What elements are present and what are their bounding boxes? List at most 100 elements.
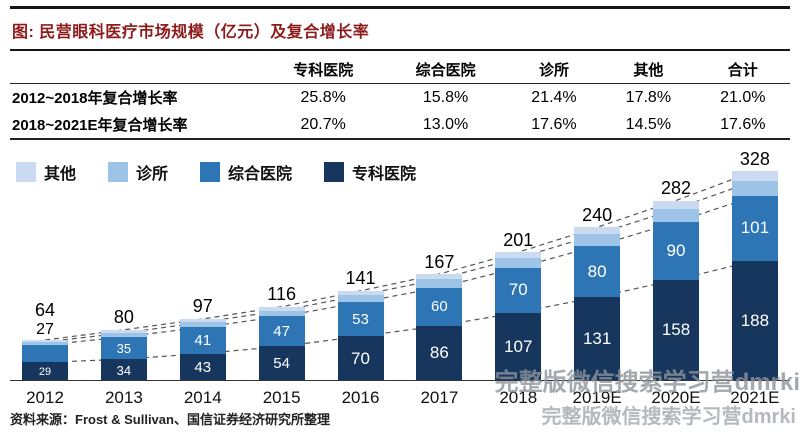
bar-column: 64 27 29 2012: [16, 166, 74, 407]
dashed-trendline: [44, 170, 756, 341]
x-axis-label: 2015: [262, 388, 301, 407]
bar-segment: 34: [100, 359, 147, 381]
bar-total-label: 167: [424, 251, 455, 272]
bar-value-labels: 201: [503, 229, 534, 250]
bar-total-label: 116: [267, 284, 296, 305]
table-cell: 21.0%: [720, 88, 766, 106]
table-row-cagr-2012-2018: 2012~2018年复合增长率 25.8% 15.8% 21.4% 17.8% …: [10, 84, 790, 112]
bar-column: 116 47 54 2015: [253, 166, 311, 407]
bar-segment: [337, 295, 384, 303]
bar-segment: [653, 208, 699, 223]
bar-segment: 29: [22, 362, 68, 381]
table-cell: 17.6%: [531, 115, 577, 133]
col-header-total: 合计: [727, 62, 758, 79]
legend-swatch: [200, 162, 221, 182]
bar-segment: [574, 234, 621, 246]
bar-segment: [495, 252, 542, 259]
legend-item: 综合医院: [200, 160, 292, 184]
bar-segment: 70: [337, 336, 384, 381]
bar-segment: [100, 329, 147, 334]
table-cell: 14.5%: [625, 115, 672, 133]
table-cell: 20.7%: [300, 115, 346, 133]
bar-value-labels: 167: [424, 251, 455, 272]
bar-value-labels: 282: [660, 178, 692, 199]
x-axis-label: 2019E: [572, 388, 622, 407]
bar-segment: [495, 258, 542, 268]
legend-item: 诊所: [108, 160, 168, 184]
bar-segment: 86: [416, 325, 463, 381]
figure-title-block: 图: 民营眼科医疗市场规模（亿元）及复合增长率: [10, 6, 790, 51]
legend-label: 专科医院: [352, 166, 417, 183]
figure-title: 图: 民营眼科医疗市场规模（亿元）及复合增长率: [12, 24, 370, 41]
bar-value-labels: 328: [739, 148, 770, 169]
bar-segment: 107: [495, 312, 542, 381]
bar-segment: 188: [731, 260, 778, 381]
dashed-trendline: [44, 195, 756, 346]
bar-column: 97 41 43 2014: [174, 166, 232, 407]
figure-header-area: 图: 民营眼科医疗市场规模（亿元）及复合增长率 专科医院 综合医院 诊所 其他 …: [10, 6, 790, 140]
bar-column: 282 90 158 2020E: [647, 166, 705, 407]
bar-segment: [574, 227, 621, 235]
bar-segment: [416, 274, 463, 280]
bar-segment: 60: [416, 287, 463, 326]
legend-label: 诊所: [136, 166, 169, 183]
col-header-other: 其他: [633, 62, 664, 79]
bar-column: 80 35 34 2013: [95, 166, 153, 407]
bar-segment: [731, 170, 778, 181]
bar-total-label: 240: [582, 204, 613, 225]
bar-total-label: 80: [113, 307, 134, 328]
dashed-trendlines: [44, 170, 756, 363]
bar-column: 167 60 86 2017: [410, 166, 468, 407]
col-header-specialty: 专科医院: [293, 62, 354, 79]
table-corner-cell: [10, 55, 262, 84]
table-cell: 17.8%: [625, 88, 672, 106]
bar-value-labels: 141: [345, 268, 376, 289]
bar-total-label: 141: [345, 268, 376, 289]
bar-segment: 35: [100, 336, 147, 360]
bar-segment: 80: [574, 245, 621, 298]
bar-total-label: 328: [739, 148, 770, 169]
bar-segment: [258, 310, 305, 317]
bar-segment: 70: [495, 267, 542, 313]
dashed-trendline: [44, 180, 756, 343]
bar-segment-label-outside: 27: [36, 320, 54, 338]
legend-label: 综合医院: [228, 166, 293, 183]
bar-total-label: 64: [34, 300, 56, 321]
bar-segment: 47: [258, 316, 305, 347]
bar-segment: [100, 333, 147, 337]
x-axis-label: 2016: [341, 388, 380, 407]
bar-total-label: 97: [192, 296, 213, 317]
x-axis-label: 2013: [104, 388, 143, 407]
bar-segment: 101: [731, 195, 778, 261]
bar-value-labels: 64 27: [34, 300, 56, 338]
legend-swatch: [108, 162, 129, 182]
row-label: 2018~2021E年复合增长率: [12, 117, 188, 134]
bar-column: 328 101 188 2021E: [726, 149, 784, 407]
bar-value-labels: 240: [582, 204, 613, 225]
legend-swatch: [324, 162, 345, 182]
legend-item: 其他: [16, 160, 76, 184]
bar-segment: [22, 340, 68, 342]
bar-value-labels: 80: [113, 307, 134, 328]
bar-column: 141 53 70 2016: [332, 166, 390, 407]
table-cell: 25.8%: [300, 88, 346, 106]
bar-segment: [416, 279, 463, 288]
x-axis-label: 2014: [183, 388, 222, 407]
legend-label: 其他: [44, 166, 77, 183]
bar-segment: [731, 180, 778, 196]
bar-total-label: 201: [503, 229, 534, 250]
bar-segment: [258, 306, 305, 311]
bar-segment: 158: [653, 279, 699, 381]
bar-segment: 90: [653, 222, 699, 280]
x-axis-label: 2020E: [651, 388, 701, 407]
bar-total-label: 282: [660, 178, 692, 199]
x-axis-line: [10, 380, 790, 381]
row-label: 2012~2018年复合增长率: [12, 90, 178, 107]
bar-segment: [22, 345, 68, 363]
source-note: 资料来源：Frost & Sullivan、国信证券经济研究所整理: [10, 412, 330, 427]
legend: 其他 诊所 综合医院 专科医院: [16, 160, 416, 184]
cagr-table: 专科医院 综合医院 诊所 其他 合计 2012~2018年复合增长率 25.8%…: [10, 55, 790, 140]
bar-segment: 43: [179, 353, 226, 381]
bar-segment: [653, 200, 699, 209]
